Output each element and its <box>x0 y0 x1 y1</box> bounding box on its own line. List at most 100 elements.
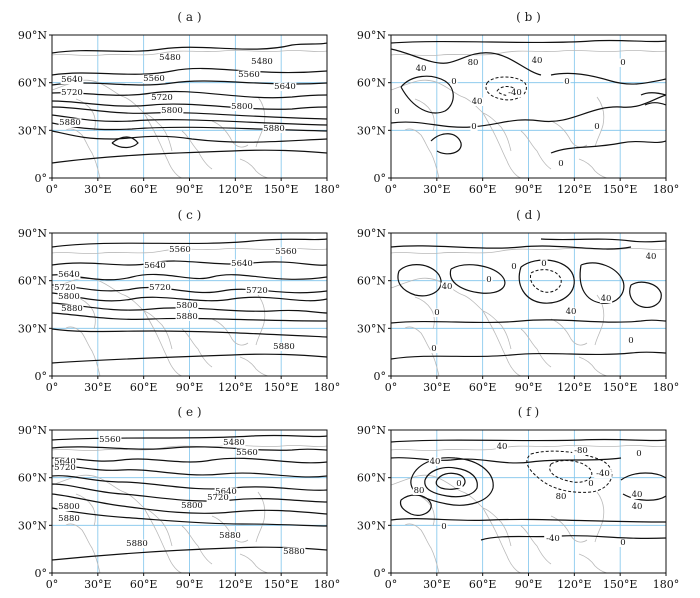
y-tick-label: 0° <box>374 567 387 580</box>
contour-label: 0 <box>541 259 546 269</box>
x-tick-label: 150°E <box>264 183 299 196</box>
contour-line <box>400 75 454 114</box>
contour-line <box>52 260 327 266</box>
contour-label: 40 <box>632 490 643 500</box>
contour-label: 5880 <box>58 514 80 524</box>
contour-label: 5880 <box>273 342 295 352</box>
contour-label: 40 <box>472 97 483 107</box>
y-tick-label: 0° <box>35 567 48 580</box>
map-panel-d: ( d ) 40 40 40 0 0 0 0 0 40 0 0° 30°E 60°E 90°E 120°E 15… <box>357 208 679 394</box>
contour-line <box>52 475 327 491</box>
x-tick-label: 30°E <box>423 578 451 591</box>
contour-line <box>435 472 466 490</box>
x-tick-label: 60°E <box>130 183 158 196</box>
contour-label: 5800 <box>58 502 80 512</box>
contour-label: 5640 <box>58 270 80 280</box>
contour-label: 5880 <box>126 539 148 549</box>
contour-line <box>399 494 432 516</box>
contour-label: -40 <box>596 469 610 479</box>
contour-line <box>550 140 666 154</box>
contour-line <box>52 42 327 54</box>
x-tick-label: 30°E <box>84 381 112 394</box>
contour-line <box>391 48 542 76</box>
contour-label: 5880 <box>283 547 305 557</box>
x-tick-label: 120°E <box>218 183 253 196</box>
contour-line <box>52 292 327 302</box>
y-tick-label: 30°N <box>18 124 47 137</box>
y-tick-label: 30°N <box>18 322 47 335</box>
y-tick-label: 90°N <box>18 227 47 240</box>
x-tick-label: 180° <box>314 183 341 196</box>
contour-label: 5560 <box>236 448 258 458</box>
contour-label: 5720 <box>54 283 76 293</box>
y-tick-label: 60°N <box>357 275 386 288</box>
contour-label: 40 <box>566 307 577 317</box>
y-tick-label: 0° <box>35 370 48 383</box>
contour-label: 5720 <box>151 93 173 103</box>
contour-line <box>52 465 327 478</box>
x-tick-label: 0° <box>46 578 59 591</box>
contour-label: 0 <box>471 122 476 132</box>
panel-label-b: ( b ) <box>516 10 541 24</box>
contour-label: 0 <box>620 58 625 68</box>
contour-label: 0 <box>620 538 625 548</box>
contour-line <box>52 328 327 338</box>
contour-label: 5560 <box>169 245 191 255</box>
contour-line <box>391 245 632 250</box>
contour-line <box>530 269 562 293</box>
contour-label: 5560 <box>275 247 297 257</box>
contour-line <box>391 94 666 128</box>
x-tick-label: 150°E <box>603 183 638 196</box>
contour-label: 5720 <box>54 463 76 473</box>
contour-line <box>52 483 327 503</box>
y-tick-label: 90°N <box>18 29 47 42</box>
contour-line <box>549 460 593 483</box>
contour-label: 5640 <box>215 487 237 497</box>
y-tick-label: 30°N <box>18 519 47 532</box>
x-tick-label: 180° <box>653 381 680 394</box>
contour-line <box>391 351 666 360</box>
contour-line <box>52 284 327 294</box>
x-tick-label: 0° <box>385 578 398 591</box>
contour-line <box>391 517 666 523</box>
contour-label: 0 <box>451 77 456 87</box>
x-tick-label: 60°E <box>130 381 158 394</box>
x-tick-label: 90°E <box>176 381 204 394</box>
contour-label: 0 <box>486 275 491 285</box>
contour-label: 0 <box>564 77 569 87</box>
contour-line <box>52 130 327 143</box>
contour-line <box>52 457 327 464</box>
contour-line <box>540 238 666 243</box>
y-tick-label: 60°N <box>357 77 386 90</box>
x-tick-label: 60°E <box>469 578 497 591</box>
contour-label: -80 <box>574 446 588 456</box>
y-tick-label: 30°N <box>357 124 386 137</box>
contour-label: 80 <box>414 486 425 496</box>
contour-line <box>52 312 327 322</box>
contour-label: 5800 <box>58 292 80 302</box>
contour-line <box>391 456 622 464</box>
contour-line <box>52 238 327 248</box>
y-tick-label: 60°N <box>18 77 47 90</box>
contour-line <box>52 106 327 120</box>
x-tick-label: 90°E <box>515 578 543 591</box>
x-tick-label: 90°E <box>515 381 543 394</box>
x-tick-label: 120°E <box>557 183 592 196</box>
contour-label: 5720 <box>149 283 171 293</box>
contour-label: 5880 <box>263 124 285 134</box>
contour-label: 5880 <box>59 118 81 128</box>
contour-label: 40 <box>632 502 643 512</box>
x-tick-label: 90°E <box>176 578 204 591</box>
contour-line <box>518 259 575 304</box>
contour-label: -40 <box>508 88 522 98</box>
contour-line <box>620 472 666 501</box>
contour-line <box>52 67 327 76</box>
x-tick-label: 120°E <box>557 381 592 394</box>
contour-label: 0 <box>441 522 446 532</box>
x-tick-label: 180° <box>653 578 680 591</box>
contour-label: 5880 <box>176 312 198 322</box>
contour-label: 5560 <box>143 74 165 84</box>
